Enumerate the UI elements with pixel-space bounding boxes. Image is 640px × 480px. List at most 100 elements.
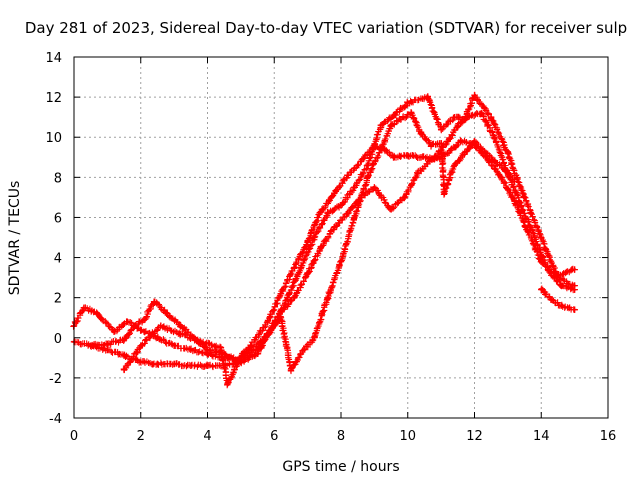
data-point — [331, 224, 338, 231]
data-point — [247, 346, 255, 354]
y-tick-label: -2 — [49, 372, 62, 387]
data-point — [464, 146, 472, 153]
data-point — [457, 138, 465, 145]
data-point — [371, 184, 378, 191]
series-marker-trace — [71, 91, 578, 367]
data-point — [351, 214, 358, 221]
y-axis-label: SDTVAR / TECUs — [7, 181, 23, 296]
data-point — [511, 178, 518, 185]
data-series-4 — [120, 109, 478, 389]
data-point — [267, 326, 275, 333]
data-point — [120, 366, 128, 374]
data-point — [377, 146, 385, 153]
data-point — [110, 328, 118, 335]
data-point — [231, 366, 238, 374]
y-tick-label: 4 — [54, 252, 62, 267]
data-point — [491, 134, 498, 141]
data-point — [287, 366, 295, 374]
data-point — [104, 346, 111, 354]
data-point — [351, 184, 358, 191]
data-point — [444, 150, 451, 157]
data-series-3 — [87, 109, 578, 371]
data-point — [451, 113, 458, 121]
data-point — [80, 304, 88, 311]
y-tick-label: 14 — [45, 51, 62, 66]
data-point — [317, 208, 325, 215]
data-point — [471, 91, 478, 99]
y-tick-label: 10 — [45, 131, 62, 146]
data-point — [417, 154, 425, 161]
x-tick-label: 16 — [600, 429, 617, 444]
data-point — [87, 342, 94, 349]
data-point — [404, 99, 411, 107]
data-point — [94, 310, 101, 317]
data-point — [277, 314, 285, 321]
data-series-6 — [538, 285, 578, 313]
data-point — [277, 290, 285, 297]
data-point — [154, 360, 161, 368]
data-point — [464, 113, 472, 121]
data-point — [187, 362, 195, 370]
series-marker-trace — [70, 137, 578, 365]
data-point — [391, 111, 398, 119]
x-tick-label: 8 — [337, 429, 345, 444]
data-point — [437, 126, 445, 133]
data-point — [437, 140, 445, 147]
x-tick-label: 12 — [466, 429, 483, 444]
data-point — [257, 338, 265, 345]
data-point — [124, 318, 131, 325]
data-point — [154, 334, 161, 341]
data-point — [377, 121, 385, 129]
data-point — [477, 109, 485, 117]
data-point — [501, 166, 508, 173]
data-point — [237, 354, 245, 362]
data-point — [538, 234, 545, 241]
x-axis-label: GPS time / hours — [282, 459, 399, 475]
y-tick-label: 6 — [54, 211, 62, 226]
data-point — [297, 350, 305, 358]
data-point — [264, 318, 271, 325]
x-tick-label: 4 — [203, 429, 211, 444]
data-point — [291, 294, 298, 301]
data-point — [387, 206, 395, 213]
data-point — [170, 360, 178, 368]
data-point — [531, 234, 538, 241]
data-point — [487, 113, 495, 121]
data-series-2 — [70, 91, 578, 367]
data-point — [164, 310, 171, 317]
x-tick-label: 14 — [533, 429, 550, 444]
data-point — [444, 138, 451, 145]
data-point — [558, 302, 565, 309]
data-point — [137, 342, 144, 349]
x-tick-label: 6 — [270, 429, 278, 444]
data-point — [571, 306, 578, 313]
chart-title: Day 281 of 2023, Sidereal Day-to-day VTE… — [25, 19, 627, 37]
data-point — [558, 282, 565, 289]
data-point — [324, 210, 331, 217]
data-point — [344, 172, 351, 179]
data-point — [414, 170, 421, 177]
y-tick-label: 2 — [54, 292, 62, 307]
data-point — [544, 266, 552, 273]
data-point — [217, 344, 225, 352]
data-point — [521, 194, 528, 201]
x-tick-label: 10 — [399, 429, 416, 444]
data-point — [407, 109, 415, 117]
data-point — [427, 142, 435, 149]
data-point — [451, 162, 458, 169]
data-point — [331, 190, 338, 197]
data-point — [291, 264, 298, 271]
data-point — [571, 286, 578, 293]
data-point — [441, 190, 448, 197]
data-point — [150, 298, 158, 305]
data-point — [491, 158, 498, 165]
data-point — [344, 210, 351, 217]
data-point — [391, 154, 398, 161]
data-point — [177, 322, 184, 329]
data-series-1 — [70, 137, 578, 365]
data-point — [571, 266, 578, 273]
data-point — [254, 350, 261, 358]
data-point — [431, 154, 438, 161]
data-point — [204, 346, 211, 354]
data-point — [120, 352, 128, 360]
